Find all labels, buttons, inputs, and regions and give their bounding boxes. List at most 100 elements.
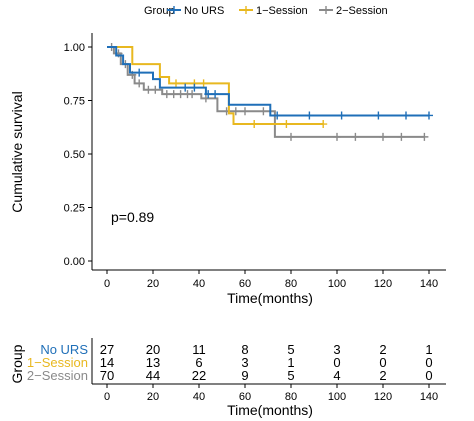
legend-item-1-session: 1−Session — [239, 5, 308, 17]
risk-row-1-session: 1−Session 14 13 6 3 1 0 0 0 — [27, 355, 433, 370]
y-tick-label: 0.75 — [64, 96, 85, 108]
risk-table: Group No URS 27 20 11 8 5 3 2 11−Session 14 13 6 3 1 0… — [9, 338, 446, 418]
risk-count: 6 — [195, 355, 202, 370]
x-axis-title: Time(months) — [227, 290, 313, 306]
censor-mark — [379, 132, 387, 141]
censor-mark — [190, 83, 199, 92]
legend: Group No URS 1−Session 2−Session — [144, 5, 388, 17]
censor-mark — [151, 85, 160, 94]
censor-mark — [204, 90, 213, 99]
risk-table-rows: No URS 27 20 11 8 5 3 2 11−Session 14 13 6 3 1 0 0 02−Se… — [27, 342, 433, 383]
risk-count: 0 — [425, 355, 432, 370]
censor-mark — [397, 132, 406, 141]
censor-mark — [211, 90, 220, 99]
survival-curves — [107, 43, 433, 141]
y-tick-label: 0.50 — [64, 149, 85, 161]
risk-table-x-ticks: 0 20 40 60 80 100 120 140 — [104, 384, 438, 403]
censor-mark — [333, 132, 341, 141]
risk-x-tick-label: 120 — [374, 391, 392, 403]
legend-items: No URS 1−Session 2−Session — [167, 5, 388, 17]
risk-count: 11 — [192, 342, 206, 357]
censor-mark — [259, 107, 268, 116]
x-tick-label: 40 — [193, 278, 205, 290]
censor-mark — [319, 120, 328, 129]
censor-mark — [420, 132, 429, 141]
risk-x-tick-label: 80 — [285, 391, 297, 403]
risk-count: 3 — [333, 342, 340, 357]
risk-x-tick-label: 60 — [239, 391, 251, 403]
km-curve-1-session — [107, 46, 324, 126]
km-curve-no-urs — [107, 46, 429, 117]
risk-count: 20 — [146, 342, 160, 357]
series-2-session — [107, 43, 429, 141]
risk-count: 0 — [333, 355, 340, 370]
censor-mark — [402, 111, 410, 120]
risk-table-x-title: Time(months) — [227, 402, 313, 418]
risk-count: 27 — [100, 342, 114, 357]
censor-mark — [287, 132, 295, 141]
censor-mark — [162, 90, 171, 99]
risk-row-2-session: 2−Session 70 44 22 9 5 4 2 0 — [27, 368, 433, 383]
legend-label: No URS — [184, 5, 224, 17]
censor-mark — [273, 111, 282, 120]
risk-count: 1 — [287, 355, 294, 370]
risk-row-label: 2−Session — [27, 368, 88, 383]
risk-count: 0 — [425, 368, 432, 383]
p-value-annotation: p=0.89 — [111, 209, 154, 225]
censor-mark — [135, 68, 144, 77]
risk-count: 1 — [425, 342, 432, 357]
censor-mark — [425, 111, 433, 120]
risk-table-y-title: Group — [9, 344, 25, 383]
y-tick-label: 0.25 — [64, 203, 85, 215]
x-tick-label: 100 — [328, 278, 346, 290]
risk-count: 22 — [192, 368, 206, 383]
censor-mark — [250, 120, 259, 129]
risk-count: 13 — [146, 355, 160, 370]
y-tick-label: 1.00 — [64, 42, 85, 54]
risk-count: 8 — [241, 342, 248, 357]
risk-count: 9 — [241, 368, 248, 383]
censor-mark — [181, 83, 190, 92]
risk-row-label: 1−Session — [27, 355, 88, 370]
risk-row-no-urs: No URS 27 20 11 8 5 3 2 1 — [40, 342, 432, 357]
risk-x-tick-label: 40 — [193, 391, 205, 403]
risk-row-label: No URS — [40, 342, 88, 357]
risk-count: 3 — [241, 355, 248, 370]
censor-mark — [282, 120, 291, 129]
x-tick-label: 140 — [420, 278, 438, 290]
risk-x-tick-label: 20 — [147, 391, 159, 403]
censor-mark — [169, 90, 178, 99]
risk-x-tick-label: 100 — [328, 391, 346, 403]
risk-count: 2 — [379, 368, 386, 383]
censor-mark — [241, 107, 249, 116]
risk-count: 5 — [287, 342, 294, 357]
censor-mark — [231, 107, 240, 116]
risk-count: 2 — [379, 342, 386, 357]
y-tick-label: 0.00 — [64, 256, 85, 268]
legend-title: Group — [144, 5, 175, 17]
risk-x-tick-label: 140 — [420, 391, 438, 403]
risk-count: 4 — [333, 368, 340, 383]
risk-count: 14 — [100, 355, 114, 370]
censor-mark — [188, 90, 197, 99]
survival-plot: Cumulative survival 0.00 0.25 0.50 0.75 1.00… — [9, 33, 446, 306]
risk-count: 0 — [379, 355, 386, 370]
x-axis-ticks: 0 20 40 60 80 100 120 140 — [104, 270, 438, 290]
y-axis-title: Cumulative survival — [9, 91, 25, 212]
x-tick-label: 80 — [285, 278, 297, 290]
x-tick-label: 0 — [104, 278, 110, 290]
risk-count: 44 — [146, 368, 160, 383]
censor-mark — [176, 90, 185, 99]
x-tick-label: 20 — [147, 278, 159, 290]
censor-mark — [305, 111, 314, 120]
y-axis-ticks: 0.00 0.25 0.50 0.75 1.00 — [64, 42, 92, 268]
risk-count: 70 — [100, 368, 114, 383]
risk-x-tick-label: 0 — [104, 391, 110, 403]
censor-mark — [172, 79, 180, 88]
censor-mark — [199, 79, 208, 88]
x-tick-label: 120 — [374, 278, 392, 290]
censor-mark — [144, 85, 153, 94]
censor-mark — [337, 111, 346, 120]
legend-item-no-urs: No URS — [167, 5, 224, 17]
